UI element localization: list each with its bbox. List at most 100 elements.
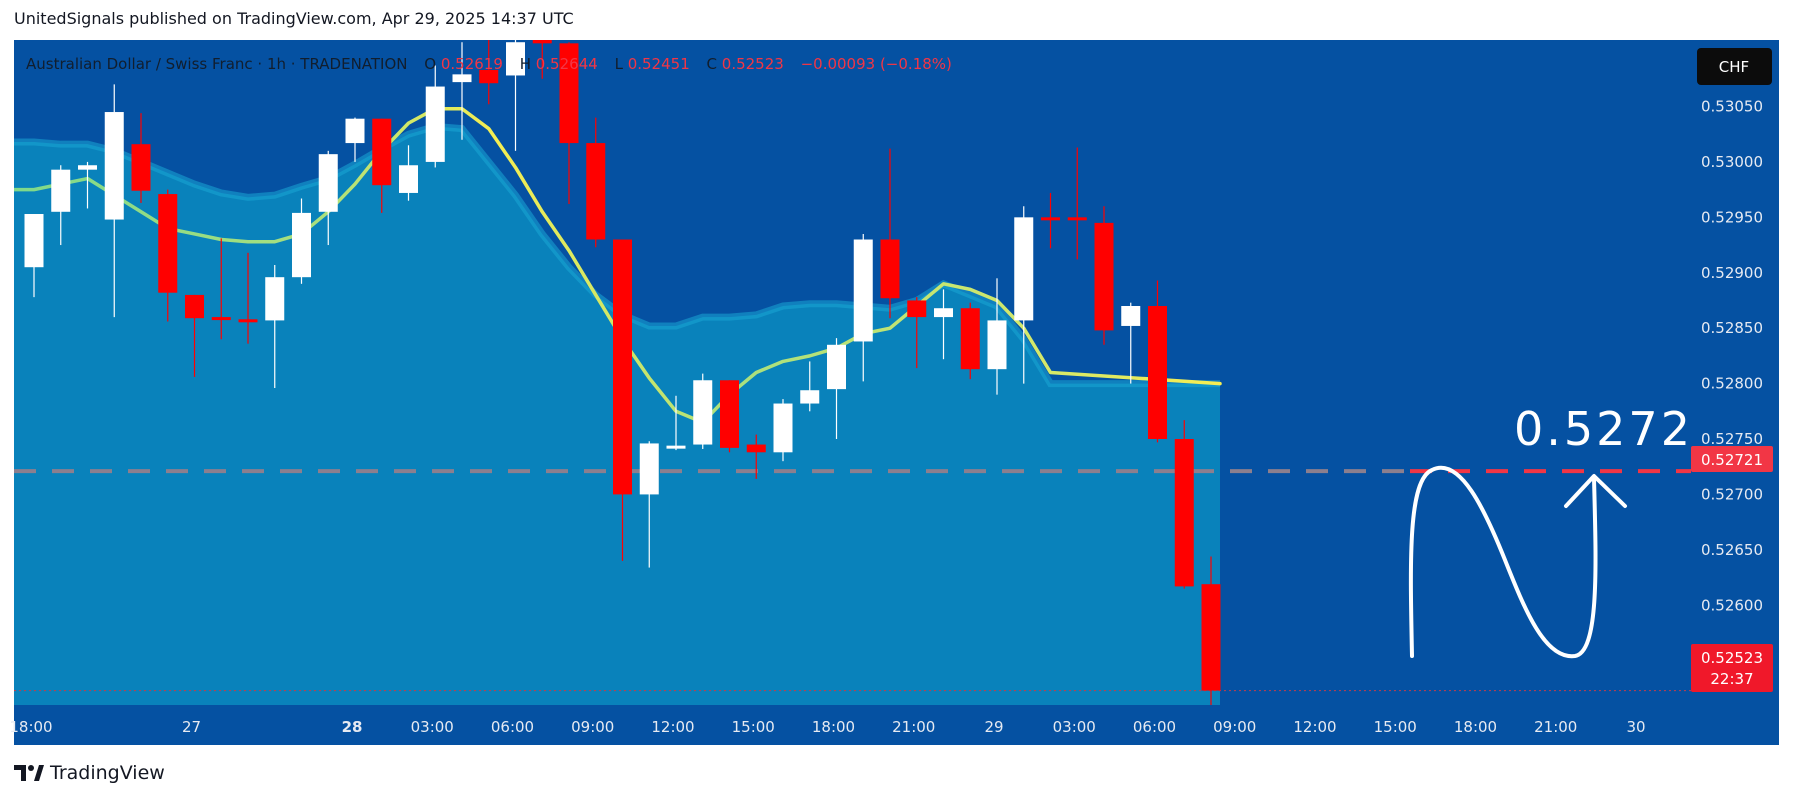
ema-line xyxy=(14,106,1222,425)
candle-body xyxy=(345,118,365,144)
candle-body xyxy=(960,308,980,370)
candle xyxy=(800,361,820,412)
time-tick-label: 09:00 xyxy=(571,718,614,736)
legend-c-value: 0.52523 xyxy=(722,55,784,73)
time-tick-label: 28 xyxy=(342,718,363,736)
candle-body xyxy=(1041,217,1060,221)
candle xyxy=(24,214,44,298)
candle xyxy=(506,40,525,151)
candle xyxy=(1174,420,1194,589)
candle xyxy=(399,145,418,201)
candle-body xyxy=(1094,222,1114,331)
candle xyxy=(934,289,953,360)
candle xyxy=(292,198,311,284)
candle xyxy=(613,239,632,561)
legend-o-value: 0.52619 xyxy=(441,55,503,73)
candle xyxy=(559,42,579,205)
last-price-label: 0.52523 xyxy=(1701,649,1763,667)
candle-body xyxy=(292,212,311,278)
candle-body xyxy=(586,143,606,240)
legend-h-label: H xyxy=(520,55,531,73)
time-tick-label: 15:00 xyxy=(732,718,775,736)
published-by-header: UnitedSignals published on TradingView.c… xyxy=(14,9,574,28)
price-axis-ticks: 0.525500.526000.526500.527000.527500.528… xyxy=(1701,98,1763,670)
candle-body xyxy=(1067,217,1087,221)
candle xyxy=(131,113,151,203)
candle xyxy=(318,150,338,246)
candle xyxy=(78,161,97,209)
currency-badge-bg[interactable] xyxy=(1697,48,1772,85)
candle-body xyxy=(185,294,204,319)
candle xyxy=(773,399,793,462)
price-tick-label: 0.52600 xyxy=(1701,596,1763,614)
time-tick-label: 12:00 xyxy=(1293,718,1336,736)
candle-body xyxy=(693,380,713,445)
candle xyxy=(639,441,659,568)
candle xyxy=(666,395,686,451)
candle-body xyxy=(506,42,525,76)
legend-symbol: Australian Dollar / Swiss Franc · 1h · T… xyxy=(26,55,408,73)
candle xyxy=(1067,147,1087,260)
time-tick-label: 15:00 xyxy=(1374,718,1417,736)
time-tick-label: 27 xyxy=(182,718,201,736)
time-tick-label: 03:00 xyxy=(1053,718,1096,736)
candle-body xyxy=(1121,306,1141,326)
candle-body xyxy=(131,144,151,191)
candle-body xyxy=(24,214,44,268)
price-tick-label: 0.53000 xyxy=(1701,153,1763,171)
legend-l-value: 0.52451 xyxy=(628,55,690,73)
candle-body xyxy=(399,165,418,193)
candle-body xyxy=(666,445,686,449)
tradingview-logo-icon xyxy=(14,765,44,781)
area-band-line xyxy=(14,122,1220,388)
candle-body xyxy=(452,74,472,83)
time-tick-label: 21:00 xyxy=(892,718,935,736)
price-tick-label: 0.52850 xyxy=(1701,319,1763,337)
candle xyxy=(238,252,258,344)
target-price-label: 0.52721 xyxy=(1701,451,1763,469)
candle-body xyxy=(613,239,632,495)
candle xyxy=(158,189,178,322)
legend-change: −0.00093 (−0.18%) xyxy=(801,55,952,73)
candles-group xyxy=(24,40,1221,705)
candle-body xyxy=(238,319,258,323)
candle xyxy=(827,338,846,439)
candle xyxy=(532,40,552,79)
candle-body xyxy=(746,444,766,453)
candle xyxy=(425,65,445,168)
price-tick-label: 0.52650 xyxy=(1701,541,1763,559)
footer-branding[interactable]: TradingView xyxy=(14,760,165,786)
candle-body xyxy=(1148,306,1167,439)
chart-legend: Australian Dollar / Swiss Franc · 1h · T… xyxy=(26,55,952,73)
candle xyxy=(185,294,204,377)
time-tick-label: 12:00 xyxy=(651,718,694,736)
candle-body xyxy=(800,390,820,404)
candle-body xyxy=(1014,217,1034,321)
target-annotation-text: 0.5272 xyxy=(1514,402,1693,456)
candle-body xyxy=(1174,439,1194,587)
candle xyxy=(987,278,1007,395)
candle-body xyxy=(265,277,285,321)
legend-h-value: 0.52644 xyxy=(536,55,598,73)
time-axis-background[interactable] xyxy=(14,705,1691,745)
candle-body xyxy=(318,154,338,212)
currency-badge[interactable]: CHF xyxy=(1719,58,1749,76)
candle-body xyxy=(827,344,846,390)
candle-body xyxy=(211,317,231,321)
candle-body xyxy=(639,443,659,495)
candle xyxy=(1041,192,1060,249)
price-axis-background[interactable] xyxy=(1691,40,1779,745)
time-tick-label: 03:00 xyxy=(411,718,454,736)
candle-body xyxy=(773,403,793,453)
candle-body xyxy=(78,165,97,170)
last-price-label-bg xyxy=(1691,644,1773,692)
candle xyxy=(265,264,285,389)
candle xyxy=(880,148,900,319)
candle xyxy=(853,233,873,382)
time-tick-label: 06:00 xyxy=(1133,718,1176,736)
bar-countdown-label: 22:37 xyxy=(1710,670,1753,688)
price-tick-label: 0.52800 xyxy=(1701,375,1763,393)
legend-o-label: O xyxy=(424,55,436,73)
candle xyxy=(693,373,713,449)
